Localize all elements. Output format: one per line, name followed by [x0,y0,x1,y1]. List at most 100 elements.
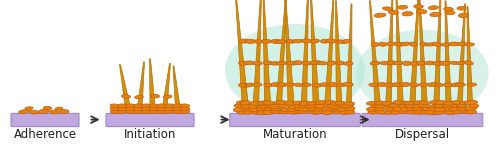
Ellipse shape [332,106,342,111]
Ellipse shape [436,100,445,105]
Ellipse shape [334,101,346,105]
Ellipse shape [262,110,274,115]
Ellipse shape [59,110,69,114]
Polygon shape [467,7,472,102]
Ellipse shape [172,104,182,108]
Ellipse shape [110,104,120,108]
Ellipse shape [468,103,479,108]
Ellipse shape [366,102,376,105]
Ellipse shape [345,109,355,114]
Ellipse shape [270,104,280,109]
Ellipse shape [388,10,398,14]
Ellipse shape [286,40,296,43]
Ellipse shape [455,83,466,86]
Ellipse shape [294,83,304,87]
Ellipse shape [320,39,329,43]
Ellipse shape [406,104,417,108]
Polygon shape [302,0,308,103]
Polygon shape [386,0,393,103]
Ellipse shape [236,101,248,105]
Ellipse shape [270,107,281,111]
Ellipse shape [430,12,441,17]
Ellipse shape [277,83,287,87]
Ellipse shape [380,61,390,65]
Ellipse shape [180,104,190,108]
Ellipse shape [276,61,286,65]
Ellipse shape [276,40,286,43]
Ellipse shape [248,107,259,112]
Ellipse shape [402,12,413,16]
Ellipse shape [464,43,474,46]
Ellipse shape [394,100,403,105]
Ellipse shape [18,110,30,114]
Ellipse shape [110,107,120,111]
Ellipse shape [118,110,128,114]
Ellipse shape [424,61,435,65]
Polygon shape [370,1,380,102]
Ellipse shape [141,104,151,108]
Ellipse shape [374,13,386,17]
Ellipse shape [284,101,296,105]
Ellipse shape [426,110,438,115]
Ellipse shape [388,104,398,107]
Ellipse shape [280,110,291,114]
Ellipse shape [369,83,378,87]
Polygon shape [434,0,441,103]
Ellipse shape [434,107,446,112]
FancyBboxPatch shape [230,113,360,127]
Ellipse shape [284,83,294,86]
FancyBboxPatch shape [11,113,79,127]
Ellipse shape [250,110,262,114]
Ellipse shape [118,107,128,111]
Ellipse shape [336,108,348,111]
Polygon shape [120,65,130,105]
Ellipse shape [342,83,353,86]
Ellipse shape [410,83,418,87]
Text: Maturation: Maturation [262,128,328,141]
Ellipse shape [264,83,272,87]
Ellipse shape [257,104,268,108]
Ellipse shape [466,110,477,114]
Ellipse shape [274,101,283,105]
Ellipse shape [429,101,441,104]
Ellipse shape [451,83,460,87]
Ellipse shape [325,100,336,105]
Ellipse shape [414,103,424,108]
Ellipse shape [309,110,321,114]
Ellipse shape [30,110,38,114]
Ellipse shape [315,106,324,111]
Ellipse shape [433,61,444,65]
Ellipse shape [310,61,322,65]
Ellipse shape [340,110,350,115]
FancyBboxPatch shape [106,113,194,127]
Ellipse shape [294,110,303,114]
Ellipse shape [457,107,469,111]
Polygon shape [284,0,294,102]
Ellipse shape [264,61,272,65]
Ellipse shape [398,104,409,108]
Ellipse shape [464,107,476,110]
Ellipse shape [444,7,454,11]
Ellipse shape [294,61,302,65]
Polygon shape [263,0,270,102]
Ellipse shape [254,40,263,43]
Ellipse shape [258,101,270,105]
Ellipse shape [398,5,407,9]
Ellipse shape [266,104,276,108]
Ellipse shape [245,83,254,87]
Ellipse shape [444,101,456,105]
Ellipse shape [141,107,151,111]
Ellipse shape [382,7,392,11]
Ellipse shape [250,101,262,105]
Ellipse shape [256,107,266,111]
Ellipse shape [316,100,326,105]
Ellipse shape [456,61,465,65]
Ellipse shape [344,62,353,65]
Ellipse shape [393,61,404,65]
Ellipse shape [400,42,410,46]
Ellipse shape [449,42,460,46]
Ellipse shape [238,61,248,65]
Ellipse shape [311,39,320,43]
Ellipse shape [292,101,304,105]
Ellipse shape [307,102,316,105]
